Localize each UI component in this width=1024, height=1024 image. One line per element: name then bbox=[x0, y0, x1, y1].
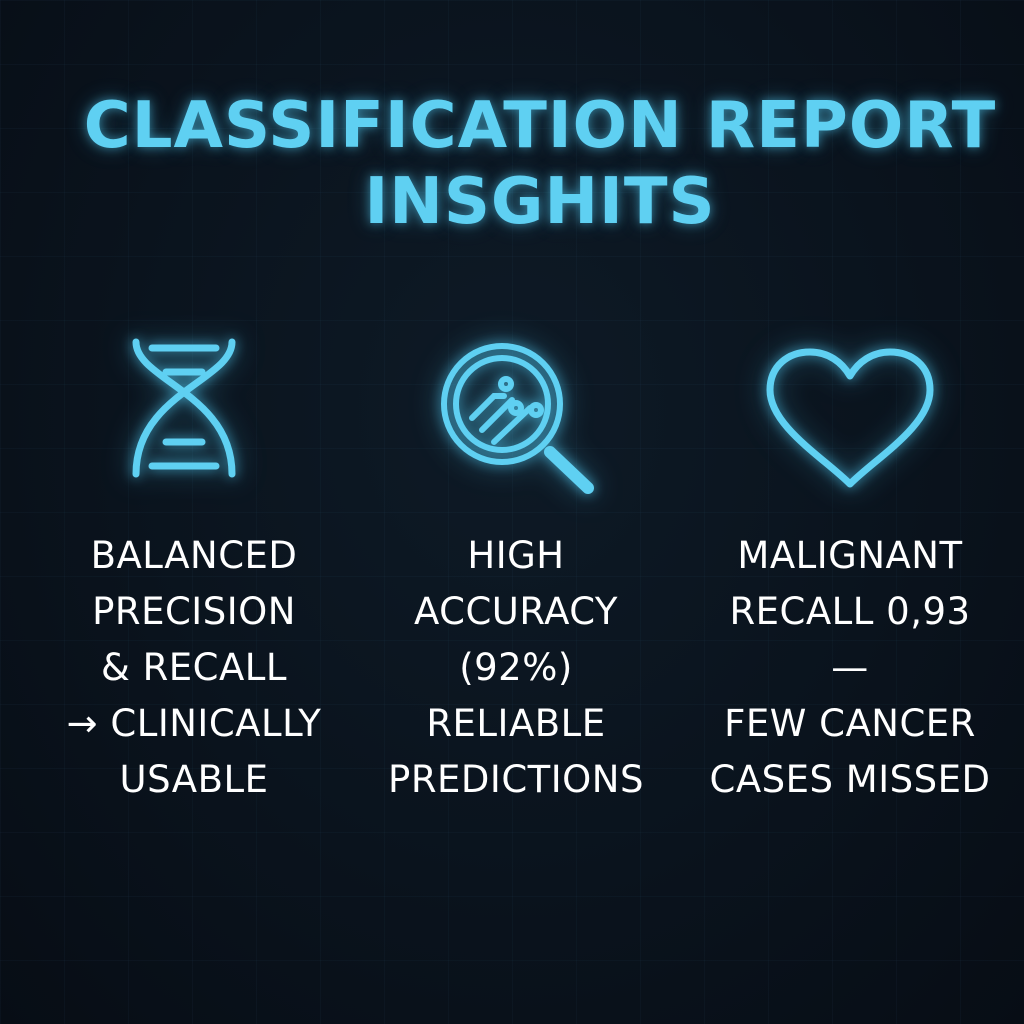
insight-balanced-precision-recall: BALANCED PRECISION & RECALL → CLINICALLY… bbox=[24, 528, 364, 808]
title-line-1: CLASSIFICATION REPORT bbox=[83, 89, 997, 163]
title-line-2: INSGHITS bbox=[364, 165, 716, 239]
dna-icon bbox=[128, 336, 240, 480]
insight-high-accuracy: HIGH ACCURACY (92%) RELIABLE PREDICTIONS bbox=[346, 528, 686, 808]
insight-line: PRECISION bbox=[92, 590, 296, 633]
insight-line: → CLINICALLY bbox=[66, 702, 322, 745]
insight-line: PREDICTIONS bbox=[388, 758, 644, 801]
insight-line: FEW CANCER bbox=[724, 702, 976, 745]
insight-line: ACCURACY bbox=[413, 590, 619, 633]
insight-line: BALANCED bbox=[90, 534, 298, 577]
insight-line: RECALL 0,93 bbox=[729, 590, 971, 633]
heart-icon bbox=[764, 348, 936, 490]
insight-malignant-recall: MALIGNANT RECALL 0,93 — FEW CANCER CASES… bbox=[680, 528, 1020, 808]
insight-line: & RECALL bbox=[100, 646, 288, 689]
insight-line: MALIGNANT bbox=[737, 534, 963, 577]
insight-line: CASES MISSED bbox=[709, 758, 991, 801]
page-title: CLASSIFICATION REPORT INSGHITS bbox=[0, 88, 1024, 240]
insight-line: RELIABLE bbox=[426, 702, 606, 745]
insight-line: USABLE bbox=[119, 758, 269, 801]
insight-line: HIGH bbox=[467, 534, 565, 577]
insight-line: (92%) bbox=[459, 646, 573, 689]
magnifier-icon bbox=[438, 338, 600, 496]
insight-line: — bbox=[831, 646, 869, 689]
